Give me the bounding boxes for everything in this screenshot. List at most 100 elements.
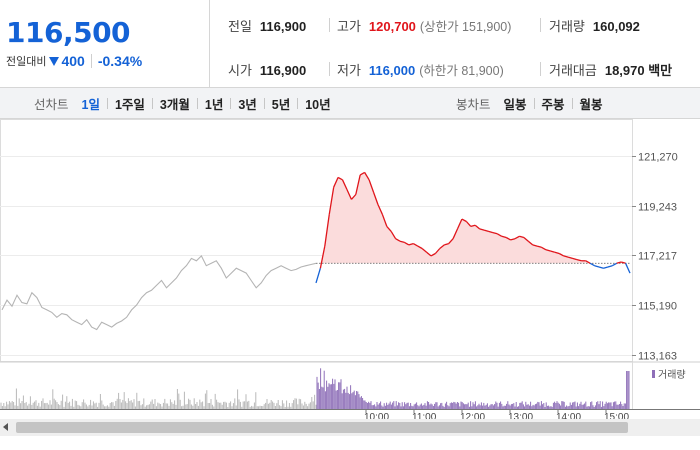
today-line-segment [585, 260, 591, 264]
tab-1-week[interactable]: 1주일 [114, 98, 145, 112]
current-price: 116,500 [6, 16, 131, 49]
chart-scrollbar[interactable] [0, 419, 700, 436]
price-chart: 121,270 119,243 117,217 115,190 113,163 거래량 10… [0, 119, 700, 450]
today-line-segment [567, 256, 573, 260]
today-line-segment [510, 238, 516, 241]
today-line-segment [550, 250, 555, 253]
tab-1-year[interactable]: 1년 [204, 98, 224, 112]
today-up-fill [316, 172, 630, 264]
today-line-segment [563, 255, 569, 258]
tab-3-months[interactable]: 3개월 [159, 98, 190, 112]
today-line-segment [408, 242, 414, 246]
x-tick-label: 11:00 [412, 412, 437, 419]
y-tick-label: 119,243 [638, 202, 677, 214]
volume-label: 거래량 [549, 19, 585, 34]
volume-legend-label: 거래량 [658, 369, 686, 381]
today-line-segment [558, 252, 565, 257]
today-line-segment [412, 243, 419, 247]
today-line-segment [386, 225, 392, 232]
today-line-segment [527, 240, 534, 246]
line-chart-tabs: 선차트 1일 1주일 3개월 1년 3년 5년 10년 [34, 88, 335, 119]
y-tick-label: 115,190 [638, 301, 677, 313]
today-line-segment [448, 238, 454, 245]
volume-bars [0, 368, 630, 409]
prev-close-label: 전일 [228, 19, 252, 34]
divider [196, 98, 198, 109]
tab-monthly-candle[interactable]: 월봉 [579, 98, 603, 112]
change-row: 전일대비 400 -0.34% [6, 53, 142, 69]
down-triangle-icon [49, 56, 60, 66]
today-line-segment [465, 221, 472, 227]
stat-open: 시가 116,900 [228, 60, 306, 79]
change-label: 전일대비 [6, 56, 47, 68]
price-summary: 116,500 전일대비 400 -0.34% [0, 0, 210, 88]
tab-daily-candle[interactable]: 일봉 [503, 98, 527, 112]
today-line-segment [492, 231, 498, 235]
today-line-segment [576, 258, 582, 262]
tab-5-years[interactable]: 5년 [271, 98, 291, 112]
today-line-segment [536, 245, 542, 248]
low-label: 저가 [337, 63, 361, 78]
today-line-segment [381, 213, 388, 227]
today-line-segment [545, 249, 551, 252]
today-line-segment [417, 245, 423, 250]
tab-10-years[interactable]: 10년 [305, 98, 331, 112]
today-line-segment [616, 261, 622, 264]
today-line-segment [572, 257, 578, 261]
divider [106, 98, 108, 109]
stat-high: 고가 120,700 (상한가 151,900) [337, 16, 511, 35]
today-line-segment [328, 187, 335, 215]
today-line-segment [532, 244, 538, 247]
today-line-segment [350, 194, 357, 200]
prev-close-value: 116,900 [259, 19, 307, 34]
divider [329, 18, 330, 32]
change-percent: -0.34% [97, 53, 143, 69]
divider [263, 98, 265, 109]
amount-value: 18,970 백만 [604, 63, 673, 78]
divider [533, 98, 535, 109]
high-value: 120,700 [368, 19, 416, 34]
scrollbar-thumb[interactable] [16, 422, 628, 433]
today-line-segment [456, 218, 463, 230]
stat-volume: 거래량 160,092 [549, 16, 640, 35]
divider [571, 98, 573, 109]
today-line-segment [395, 238, 401, 242]
scroll-left-icon[interactable] [3, 423, 8, 431]
today-line-segment [333, 177, 339, 188]
quote-header: 116,500 전일대비 400 -0.34% 전일 116,900 고가 12… [0, 0, 700, 88]
divider [297, 98, 299, 109]
today-line-segment [594, 265, 600, 268]
x-tick-label: 12:00 [460, 412, 485, 419]
tab-1-day[interactable]: 1일 [81, 98, 100, 112]
high-label: 고가 [337, 19, 361, 34]
today-line-segment [523, 237, 529, 242]
axis-labels: 121,270 119,243 117,217 115,190 113,163 거래량 10… [364, 152, 686, 424]
plot-frame [0, 119, 633, 362]
divider [540, 62, 541, 76]
stat-prev-close: 전일 116,900 [228, 16, 306, 35]
divider [151, 98, 153, 109]
today-line-segment [554, 251, 560, 255]
today-line-segment [611, 262, 618, 267]
today-line-segment [589, 262, 595, 267]
tab-3-years[interactable]: 3년 [238, 98, 257, 112]
today-line-segment [625, 263, 631, 274]
today-line-segment [355, 174, 361, 195]
previous-day-line [1, 254, 317, 331]
today-line-segment [404, 241, 410, 246]
today-line-segment [452, 228, 459, 239]
today-line-segment [337, 176, 343, 181]
today-line-segment [598, 266, 604, 269]
today-line-segment [479, 228, 485, 231]
candle-chart-label: 봉차트 [456, 98, 491, 112]
today-line-segment [390, 231, 397, 240]
today-line-segment [372, 191, 379, 205]
tab-weekly-candle[interactable]: 주봉 [541, 98, 565, 112]
stat-low: 저가 116,000 (하한가 81,900) [337, 60, 504, 79]
chart-grid [0, 119, 700, 410]
today-line-segment [505, 236, 511, 241]
line-chart-label: 선차트 [34, 98, 69, 112]
y-tick-label: 117,217 [638, 251, 677, 263]
x-tick-label: 15:00 [604, 412, 629, 419]
divider [329, 62, 330, 76]
